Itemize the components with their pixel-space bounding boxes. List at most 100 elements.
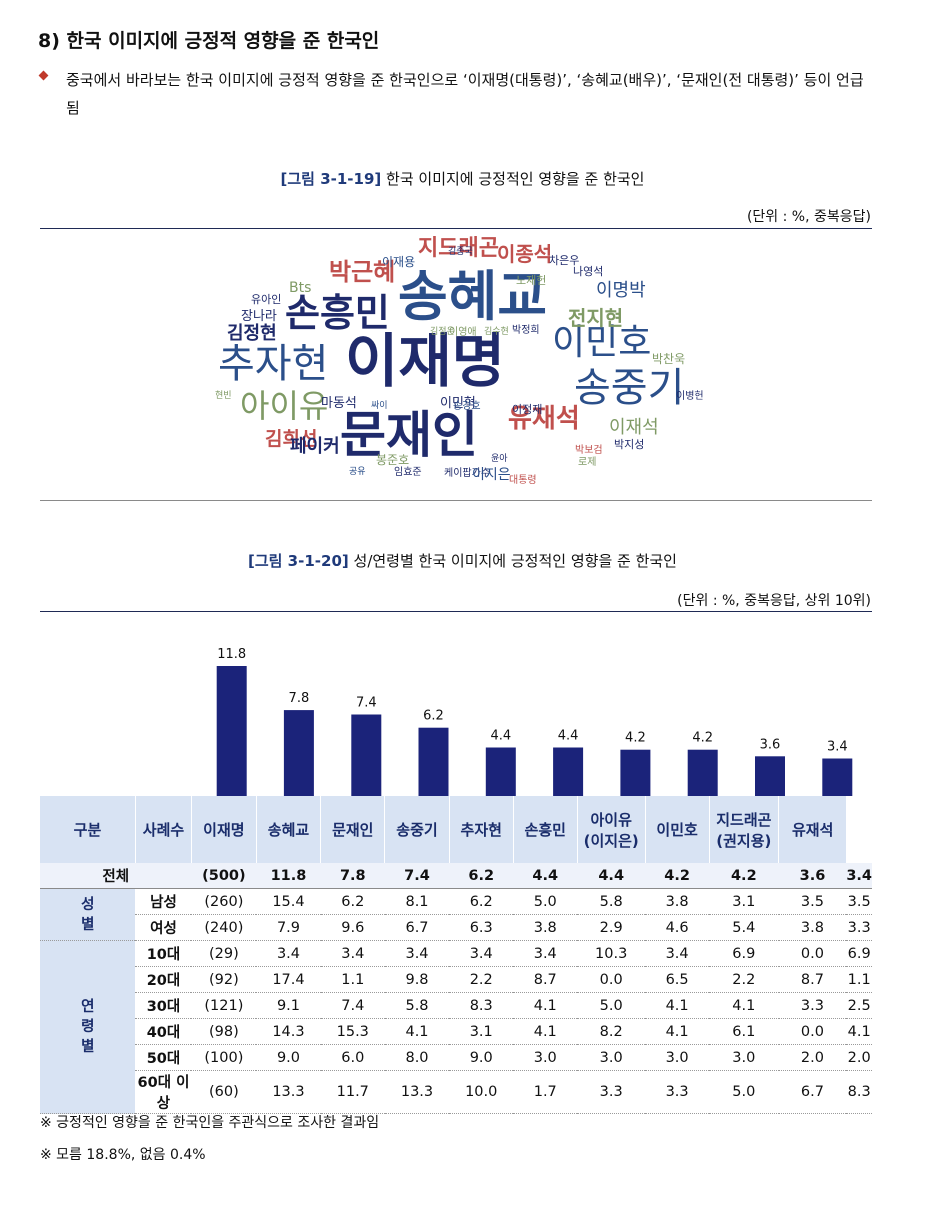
bar-value-label: 4.2 (692, 731, 713, 746)
bar-value-label: 6.2 (423, 709, 444, 724)
cloud-word: 박찬욱 (652, 352, 686, 366)
table-cell: 3.4 (513, 940, 578, 967)
table-row: 연 령 별 10대 (29) 3.4 3.4 3.4 3.4 3.4 10.3 3.4 6.9 0.0 6.… (40, 940, 872, 1114)
table-cell: 4.1 (846, 1018, 872, 1045)
table-header-cell: 지드래곤 (권지용) (708, 796, 779, 863)
bar (755, 756, 785, 796)
table-cell: 4.1 (513, 992, 578, 1019)
table-cell: 8.1 (384, 888, 450, 915)
figure2-unit: (단위 : %, 중복응답, 상위 10위) (677, 593, 871, 609)
table-cell: 0.0 (778, 940, 847, 967)
figure1-bottom-rule (40, 500, 872, 501)
row-label: 여성 (135, 914, 192, 941)
cloud-word: 봉준호 (376, 453, 410, 467)
table-cell: 6.2 (320, 888, 385, 915)
bar-value-label: 4.2 (625, 731, 646, 746)
bar-chart: 11.8 7.8 7.4 6.2 4.4 4.4 4.2 4.2 3.6 3.4 (216, 647, 853, 796)
cloud-word: 박보검 (575, 445, 603, 456)
bar (485, 747, 516, 796)
table-cell: 5.0 (513, 888, 578, 915)
cloud-word: 공유 (349, 467, 366, 477)
row-label: 전체 (40, 863, 192, 889)
cloud-word: 이민혁 (440, 396, 476, 411)
table-row: 60대 이상 (60) 13.3 11.7 13.3 10.0 1.7 3.3 3.3 5.0 6.… (40, 1070, 872, 1114)
bar (418, 727, 449, 796)
table-header-cell: 추자현 (448, 796, 514, 863)
table-cell: 4.2 (709, 863, 779, 889)
table-cell: 9.0 (449, 1044, 514, 1071)
bar (216, 666, 247, 796)
table-row-total: 전체 (500) 11.8 7.8 7.4 6.2 4.4 4.4 4.2 4.2 3.6 3.4 (40, 863, 872, 889)
table-cell: 9.1 (256, 992, 321, 1019)
table-cell: 14.3 (256, 1018, 321, 1045)
table-cell: 3.8 (513, 914, 578, 941)
table-cell: 8.3 (846, 1070, 872, 1114)
table-cell: 3.0 (577, 1044, 646, 1071)
bar (620, 749, 651, 796)
table-cell: 6.1 (709, 1018, 779, 1045)
table-cell: 3.3 (645, 1070, 710, 1114)
cloud-word: 유아인 (251, 293, 282, 306)
cloud-word: 마동석 (321, 396, 357, 411)
table-cell: 4.4 (513, 863, 578, 889)
bar-value-label: 7.8 (289, 691, 310, 706)
table-cell: 9.6 (320, 914, 385, 941)
table-cell: 5.0 (709, 1070, 779, 1114)
table-cell: 15.4 (256, 888, 321, 915)
table-cell: 6.5 (645, 966, 710, 993)
data-table: 구분 사례수 이재명 송혜교 문재인 송중기 추자현 손흥민 아이유 (이지은) 이민호 지드래곤 (권… (40, 796, 872, 1114)
bar (283, 710, 314, 796)
bar-value-label: 7.4 (356, 696, 377, 711)
table-cell: 2.2 (709, 966, 779, 993)
table-row: 여성 (240) 7.9 9.6 6.7 6.3 3.8 2.9 4.6 5.4 3.8 3.3 (40, 914, 872, 941)
table-header-cell: 사례수 (134, 796, 192, 863)
row-count: (60) (191, 1070, 257, 1114)
table-header-cell: 아이유 (이지은) (576, 796, 646, 863)
table-cell: 3.3 (577, 1070, 646, 1114)
table-cell: 3.4 (449, 940, 514, 967)
table-cell: 4.6 (645, 914, 710, 941)
cloud-word: 싸이 (371, 401, 388, 411)
figure1-unit: (단위 : %, 중복응답) (746, 209, 871, 225)
bar-value-label: 4.4 (558, 729, 579, 744)
table-cell: 4.2 (645, 863, 710, 889)
table-header-cell: 송중기 (384, 796, 450, 863)
table-row: 40대 (98) 14.3 15.3 4.1 3.1 4.1 8.2 4.1 6.1 0.0 4.1 (40, 1018, 872, 1045)
table-cell: 8.7 (513, 966, 578, 993)
table-cell: 3.1 (449, 1018, 514, 1045)
cloud-word: 이정재 (512, 403, 543, 416)
table-cell: 4.1 (645, 992, 710, 1019)
cloud-word: 윤아 (491, 454, 508, 464)
cloud-word: Bts (289, 280, 312, 296)
row-count: (121) (191, 992, 257, 1019)
table-cell: 13.3 (384, 1070, 450, 1114)
table-header-cell: 이재명 (190, 796, 257, 863)
table-cell: 4.1 (513, 1018, 578, 1045)
table-cell: 10.3 (577, 940, 646, 967)
table-cell: 13.3 (256, 1070, 321, 1114)
row-count: (98) (191, 1018, 257, 1045)
cloud-word: 페이커 (290, 436, 340, 457)
table-cell: 9.0 (256, 1044, 321, 1071)
figure1-title: 한국 이미지에 긍정적인 영향을 준 한국인 (386, 170, 645, 188)
table-cell: 1.1 (846, 966, 872, 993)
bar (822, 758, 853, 796)
table-cell: 7.4 (320, 992, 385, 1019)
row-label: 20대 (135, 966, 192, 993)
table-row: 30대 (121) 9.1 7.4 5.8 8.3 4.1 5.0 4.1 4.1 3.3 2.5 (40, 992, 872, 1019)
table-cell: 0.0 (778, 1018, 847, 1045)
row-label: 30대 (135, 992, 192, 1019)
row-count: (260) (191, 888, 257, 915)
row-label: 10대 (135, 940, 192, 967)
table-cell: 7.4 (384, 863, 450, 889)
row-label: 남성 (135, 888, 192, 915)
note-1: ※ 긍정적인 영향을 준 한국인을 주관식으로 조사한 결과임 (40, 1115, 380, 1131)
table-cell: 3.8 (778, 914, 847, 941)
note-2: ※ 모름 18.8%, 없음 0.4% (40, 1147, 206, 1163)
cloud-word: 이지은 (472, 467, 511, 483)
table-row: 50대 (100) 9.0 6.0 8.0 9.0 3.0 3.0 3.0 3.0 2.0 2.0 (40, 1044, 872, 1071)
table-cell: 2.2 (449, 966, 514, 993)
table-cell: 3.0 (513, 1044, 578, 1071)
